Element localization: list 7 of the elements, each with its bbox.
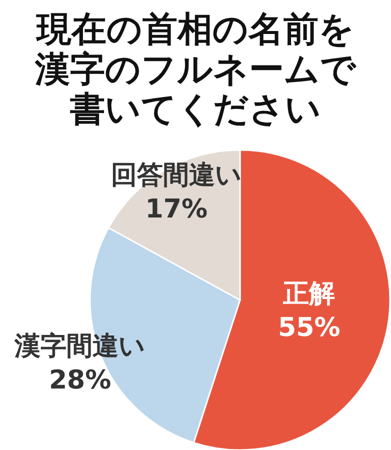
chart-title: 現在の首相の名前を漢字のフルネームで書いてください bbox=[34, 10, 357, 130]
data-label: 17% bbox=[145, 194, 208, 224]
data-label: 28% bbox=[48, 365, 112, 396]
slice-label: 漢字間違い bbox=[14, 331, 146, 362]
data-label: 55% bbox=[278, 312, 340, 343]
slice-label: 正解 bbox=[282, 278, 336, 309]
slice-label: 回答間違い bbox=[110, 160, 242, 190]
